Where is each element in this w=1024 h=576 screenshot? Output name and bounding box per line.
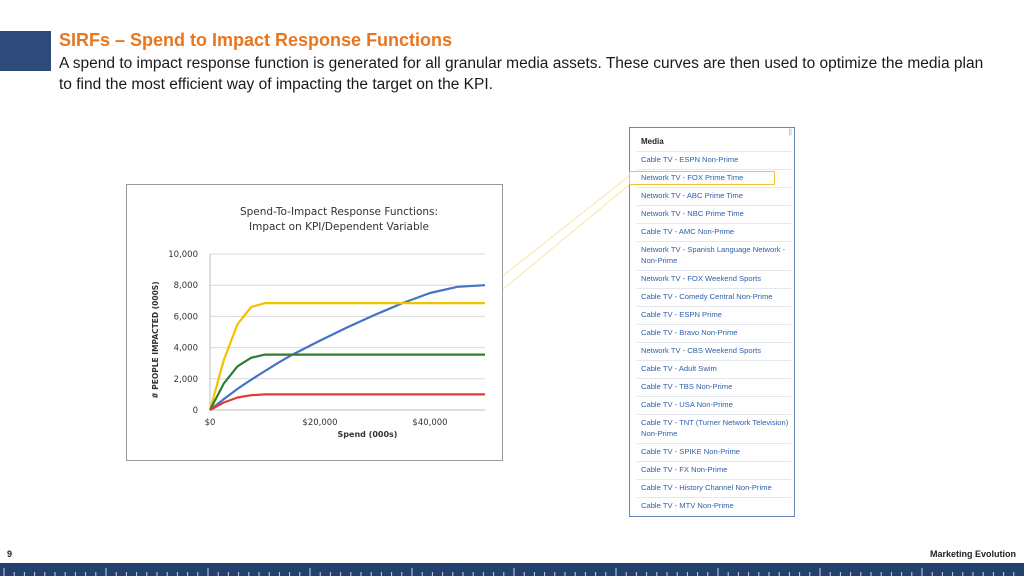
title-accent-bar [0,31,51,71]
media-list-separator [637,342,791,343]
media-list-separator [637,169,791,170]
media-list-separator [637,360,791,361]
media-list-item[interactable]: Cable TV - ESPN Non-Prime [641,155,739,164]
chart-title-line-1: Spend-To-Impact Response Functions: [240,206,438,218]
media-list-item[interactable]: Cable TV - MTV Non-Prime [641,501,734,510]
media-list-item[interactable]: Cable TV - TNT (Turner Network Televisio… [641,418,789,438]
media-list-item[interactable]: Cable TV - FX Non-Prime [641,465,728,474]
series-line-2 [208,301,485,411]
x-tick-label: $40,000 [412,418,447,428]
media-list-separator [637,223,791,224]
media-list-item[interactable]: Cable TV - AMC Non-Prime [641,227,735,236]
y-tick-label: 2,000 [174,375,198,385]
footer-ruler [3,568,1015,576]
media-list-separator [637,324,791,325]
media-list-item[interactable]: Cable TV - SPIKE Non-Prime [641,447,741,456]
media-list-separator [637,270,791,271]
media-list-item[interactable]: Network TV - FOX Weekend Sports [641,274,761,283]
y-axis-label: # PEOPLE IMPACTED (000S) [151,281,160,398]
media-list-separator [637,187,791,188]
chart-title-line-2: Impact on KPI/Dependent Variable [249,221,429,233]
y-tick-label: 8,000 [174,281,198,291]
highlighted-media-outline [629,171,775,185]
page-number: 9 [7,549,13,559]
media-list-item[interactable]: Cable TV - Adult Swim [641,364,717,373]
scrollbar-handle[interactable]: || [788,129,792,136]
media-list-separator [637,288,791,289]
y-tick-label: 10,000 [168,250,198,260]
chart-svg: Spend-To-Impact Response Functions: Impac… [151,206,486,439]
media-list-item[interactable]: Network TV - CBS Weekend Sports [641,346,761,355]
y-tick-label: 6,000 [174,312,198,322]
media-list-item[interactable]: Cable TV - TBS Non-Prime [641,382,733,391]
x-axis-label: Spend (000s) [338,430,398,439]
media-list-separator [637,151,791,152]
media-list-panel: Media || Cable TV - ESPN Non-Prime Networ… [629,127,795,517]
media-list-item[interactable]: Network TV - FOX Prime Time [641,173,744,182]
footer-brand: Marketing Evolution [929,549,1016,559]
media-list-item[interactable]: Network TV - NBC Prime Time [641,209,744,218]
media-list-separator [637,205,791,206]
media-list-item[interactable]: Cable TV - USA Non-Prime [641,400,733,409]
media-list-separator [637,443,791,444]
media-list-separator [637,497,791,498]
response-function-chart: Spend-To-Impact Response Functions: Impac… [126,184,503,461]
media-list-separator [637,479,791,480]
media-list-separator [637,461,791,462]
media-list-separator [637,396,791,397]
media-list-item[interactable]: Cable TV - Comedy Central Non-Prime [641,292,773,301]
slide-description: A spend to impact response function is g… [59,55,984,93]
series-line-4 [209,393,485,411]
media-list-item[interactable]: Cable TV - History Channel Non-Prime [641,483,772,492]
media-list-separator [637,306,791,307]
slide-title: SIRFs – Spend to Impact Response Functio… [59,30,453,50]
media-list-item[interactable]: Network TV - Spanish Language Network - … [641,245,786,265]
media-list-item[interactable]: Cable TV - Bravo Non-Prime [641,328,738,337]
footer-bar [0,563,1024,576]
x-tick-label: $0 [205,418,216,428]
media-list-separator [637,241,791,242]
media-list-item[interactable]: Network TV - ABC Prime Time [641,191,743,200]
y-tick-label: 0 [193,406,198,416]
media-list-item[interactable]: Cable TV - ESPN Prime [641,310,722,319]
media-list-separator [637,378,791,379]
x-tick-label: $20,000 [302,418,337,428]
media-list-separator [637,414,791,415]
y-tick-label: 4,000 [174,344,198,354]
media-list-header: Media [641,137,664,146]
series-line-3 [209,353,485,411]
series-line-1 [209,284,486,411]
